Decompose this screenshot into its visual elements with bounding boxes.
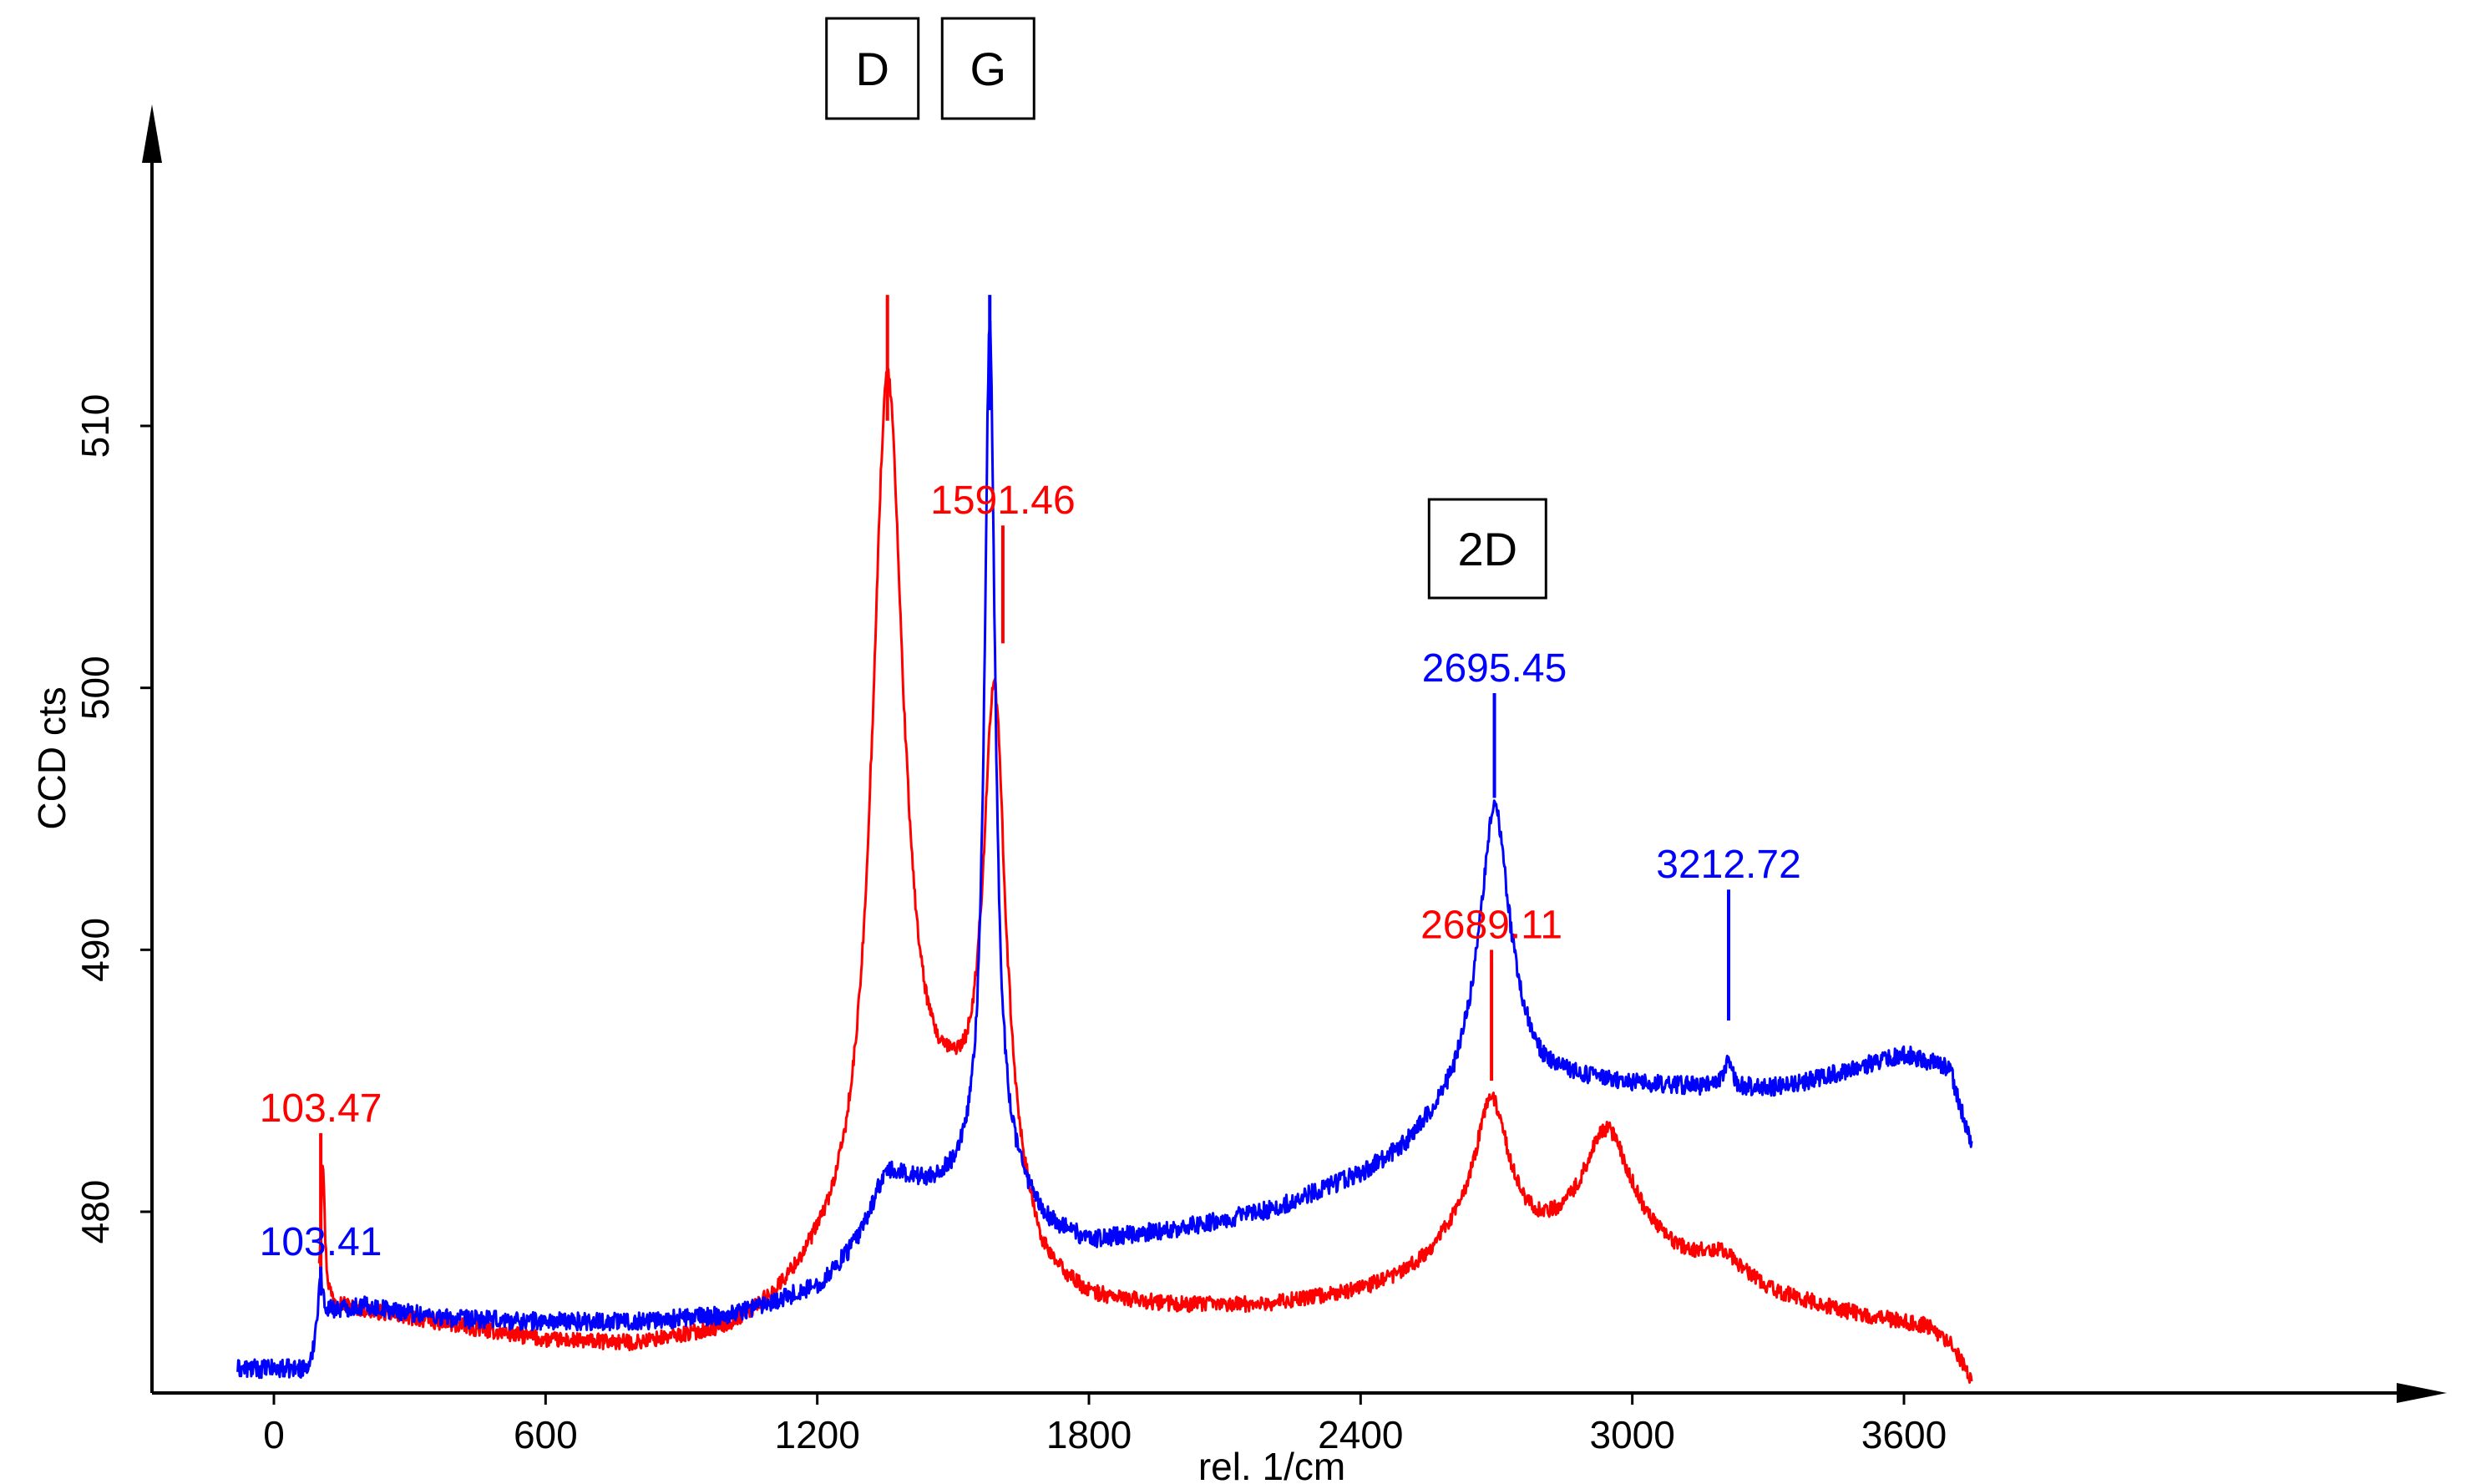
x-tick-label: 1200 bbox=[774, 1413, 859, 1456]
x-axis-arrow-icon bbox=[2397, 1383, 2447, 1403]
annotation-box bbox=[1427, 498, 1547, 600]
series-line-blue bbox=[236, 319, 1973, 1380]
peak-label: 3212.72 bbox=[1656, 843, 1801, 887]
axis-layer: 0 600 1200 1800 2400 3000 3600 480 490 500 510 bbox=[73, 104, 2447, 1456]
y-tick-label: 490 bbox=[73, 918, 117, 982]
series-line-red bbox=[317, 367, 1973, 1384]
series-layer bbox=[236, 319, 1973, 1384]
peak-label: 103.47 bbox=[260, 1086, 382, 1131]
x-tick-label: 0 bbox=[263, 1413, 285, 1456]
x-tick-label: 600 bbox=[514, 1413, 578, 1456]
y-axis-title: CCD cts bbox=[30, 686, 73, 829]
y-tick-label: 510 bbox=[73, 394, 117, 458]
x-tick-label: 3000 bbox=[1589, 1413, 1674, 1456]
annotation-layer: D G 2D bbox=[825, 17, 1547, 600]
peak-label: 2689.11 bbox=[1420, 903, 1562, 947]
y-tick-label: 480 bbox=[73, 1180, 117, 1244]
peak-label: 103.41 bbox=[260, 1220, 382, 1264]
marker-layer: 103.47 103.41 1591.46 2695.45 2689.11 3212.72 bbox=[260, 295, 1801, 1296]
peak-label: 1591.46 bbox=[930, 479, 1076, 523]
x-tick-label: 1800 bbox=[1046, 1413, 1132, 1456]
x-tick-label: 2400 bbox=[1318, 1413, 1403, 1456]
annotation-label: D bbox=[855, 43, 889, 95]
annotation-label: 2D bbox=[1457, 523, 1517, 575]
annotation-box bbox=[825, 17, 920, 120]
annotation-box bbox=[940, 17, 1035, 120]
y-axis-arrow-icon bbox=[142, 104, 162, 163]
x-axis-title: rel. 1/cm bbox=[1198, 1445, 1345, 1484]
x-tick-label: 3600 bbox=[1861, 1413, 1947, 1456]
y-tick-label: 500 bbox=[73, 656, 117, 720]
annotation-label: G bbox=[970, 43, 1006, 95]
peak-label: 2695.45 bbox=[1422, 646, 1567, 691]
